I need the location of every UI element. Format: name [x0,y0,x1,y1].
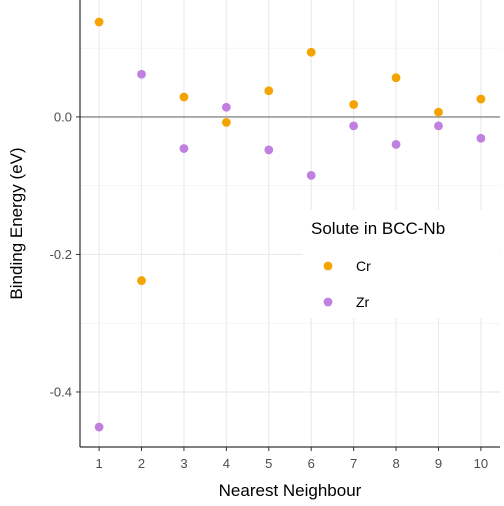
zr-series-points [94,69,486,432]
x-tick-label: 6 [308,456,315,471]
y-tick-label: -0.2 [50,247,72,262]
data-point-zr [306,170,316,180]
x-tick-label: 1 [95,456,102,471]
legend-label-zr: Zr [356,294,370,310]
data-point-cr [349,100,359,109]
data-point-zr [476,133,486,143]
x-tick-label: 4 [223,456,230,471]
legend-label-cr: Cr [356,258,371,274]
x-tick-label: 3 [180,456,187,471]
data-point-zr [94,422,104,432]
y-axis-ticks: 0.0 -0.2 -0.4 [50,109,80,399]
data-point-cr [391,73,401,83]
y-axis-title: Binding Energy (eV) [7,147,26,299]
legend-background [303,210,499,318]
x-tick-label: 8 [392,456,399,471]
data-point-zr [179,144,189,153]
data-point-zr [349,121,359,131]
minor-gridlines [80,47,500,324]
data-point-zr [221,102,231,112]
axes: 0.0 -0.2 -0.4 1 2 3 4 5 6 7 8 9 10 [50,0,500,471]
legend: Solute in BCC-Nb Cr Zr [303,210,499,318]
plot-panel: Solute in BCC-Nb Cr Zr [80,0,500,447]
x-tick-label: 10 [474,456,488,471]
x-axis-ticks: 1 2 3 4 5 6 7 8 9 10 [95,447,488,471]
data-point-zr [434,121,443,131]
data-point-zr [264,145,274,155]
y-tick-label: 0.0 [54,109,72,124]
y-tick-label: -0.4 [50,384,72,399]
legend-key-cr [323,261,333,271]
x-tick-label: 5 [265,456,272,471]
legend-key-zr [323,297,333,307]
data-point-zr [137,69,146,79]
x-tick-label: 7 [350,456,357,471]
x-tick-label: 2 [138,456,145,471]
data-point-cr [264,86,274,96]
x-axis-title: Nearest Neighbour [219,481,362,500]
data-point-cr [137,276,146,285]
data-point-cr [179,92,189,102]
data-point-cr [434,107,443,117]
data-point-cr [306,47,316,57]
data-point-zr [391,140,401,149]
data-point-cr [221,118,231,127]
data-point-cr [476,94,486,104]
cr-series-points [94,17,486,285]
legend-title: Solute in BCC-Nb [311,219,445,238]
data-point-cr [94,17,104,27]
x-tick-label: 9 [435,456,442,471]
